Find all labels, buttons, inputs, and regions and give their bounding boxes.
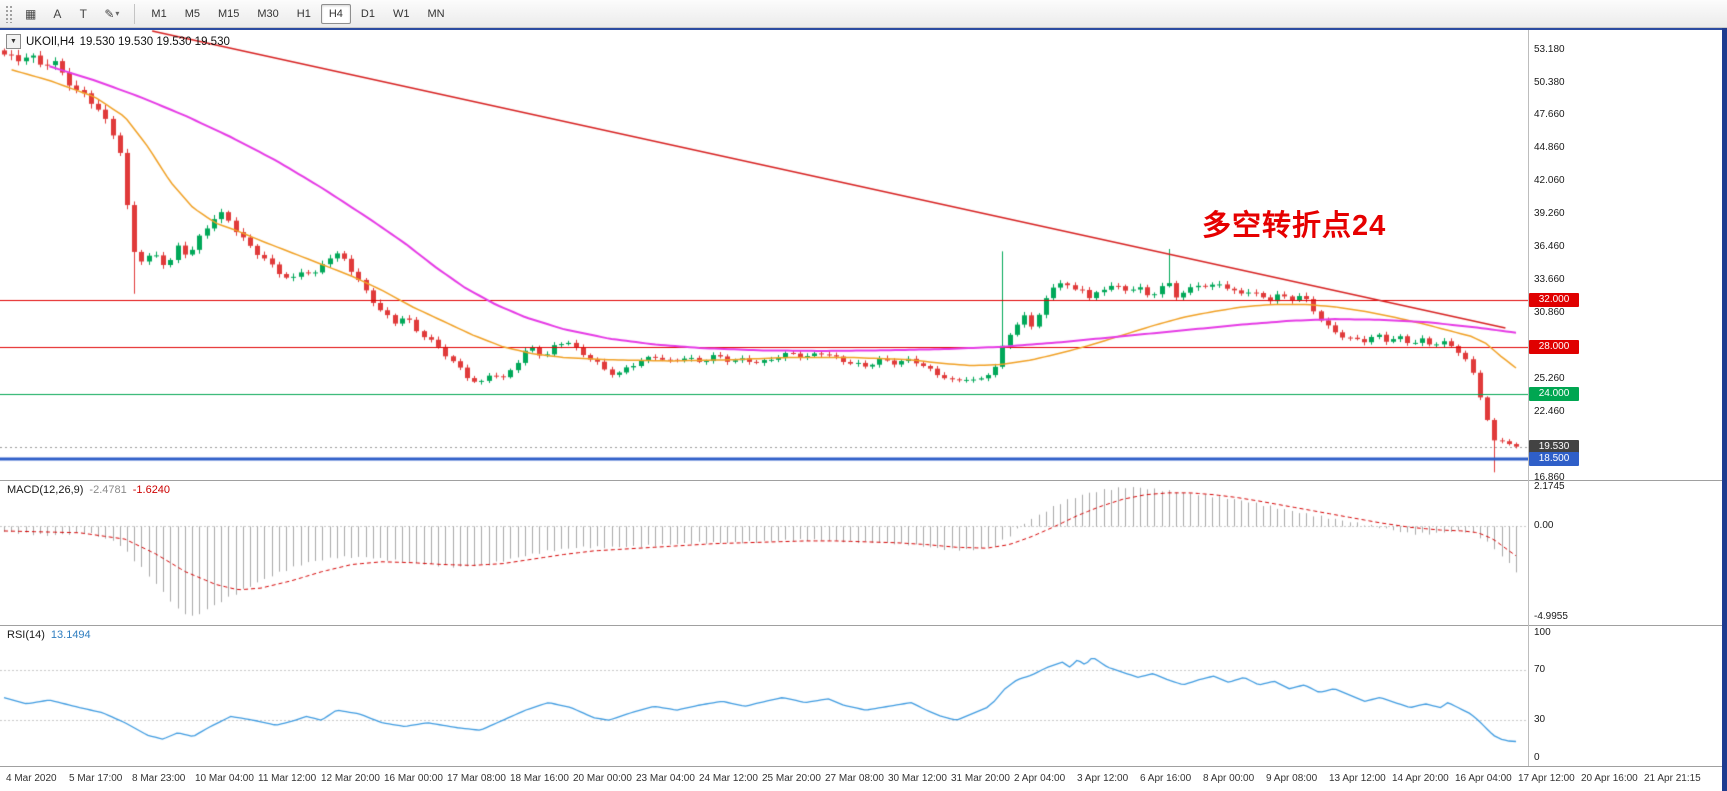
time-axis-label: 16 Apr 04:00: [1455, 773, 1512, 784]
rsi-axis-label: 0: [1534, 752, 1540, 763]
toolbar-separator: [134, 3, 136, 24]
time-axis-label: 18 Mar 16:00: [510, 773, 569, 784]
text-label-icon: A: [53, 6, 62, 21]
price-level-badge: 24.000: [1529, 387, 1579, 401]
time-axis-label: 17 Mar 08:00: [447, 773, 506, 784]
time-axis-label: 14 Apr 20:00: [1392, 773, 1449, 784]
timeframe-h4-button[interactable]: H4: [320, 3, 351, 24]
text-box-button[interactable]: T: [71, 3, 95, 25]
rsi-panel[interactable]: RSI(14) 13.1494 100 70 30 0: [0, 625, 1722, 766]
chevron-down-icon: ▾: [115, 9, 120, 18]
main-chart-canvas[interactable]: [0, 30, 1528, 480]
macd-axis-label: 2.1745: [1534, 481, 1565, 492]
macd-label: MACD(12,26,9) -2.4781 -1.6240: [7, 484, 171, 496]
price-level-badge: 18.500: [1529, 452, 1579, 466]
timeframe-m15-button[interactable]: M15: [210, 4, 247, 24]
time-axis-label: 8 Apr 00:00: [1203, 773, 1255, 784]
toolbar: ▦ A T ✎ ▾ M1 M5 M15 M30 H1 H4 D1 W1 MN: [0, 0, 1727, 28]
time-axis-label: 16 Mar 00:00: [384, 773, 443, 784]
timeframe-group: M1 M5 M15 M30 H1 H4 D1 W1 MN: [142, 3, 453, 24]
tick-chart-button[interactable]: ▦: [18, 3, 43, 25]
timeframe-m5-button[interactable]: M5: [177, 4, 208, 24]
macd-main-value: -2.4781: [89, 484, 127, 496]
text-label-button[interactable]: A: [45, 3, 69, 25]
price-tick-label: 53.180: [1534, 44, 1565, 55]
price-tick-label: 36.460: [1534, 241, 1565, 252]
time-axis-label: 31 Mar 20:00: [951, 773, 1010, 784]
time-axis-label: 4 Mar 2020: [6, 773, 57, 784]
text-box-icon: T: [79, 6, 88, 21]
time-axis-label: 13 Apr 12:00: [1329, 773, 1386, 784]
time-axis-label: 20 Apr 16:00: [1581, 773, 1638, 784]
macd-axis-label: -4.9955: [1534, 611, 1568, 622]
price-tick-label: 50.380: [1534, 77, 1565, 88]
macd-canvas[interactable]: [0, 481, 1528, 625]
time-axis-label: 5 Mar 17:00: [69, 773, 123, 784]
time-axis-label: 25 Mar 20:00: [762, 773, 821, 784]
time-axis-label: 8 Mar 23:00: [132, 773, 186, 784]
time-axis-label: 6 Apr 16:00: [1140, 773, 1192, 784]
tick-chart-icon: ▦: [25, 6, 37, 21]
time-axis-label: 12 Mar 20:00: [321, 773, 380, 784]
timeframe-mn-button[interactable]: MN: [419, 4, 452, 24]
time-axis-label: 17 Apr 12:00: [1518, 773, 1575, 784]
price-tick-label: 30.860: [1534, 307, 1565, 318]
time-axis-label: 23 Mar 04:00: [636, 773, 695, 784]
scale-separator: [1528, 30, 1529, 766]
price-tick-label: 25.260: [1534, 373, 1565, 384]
timeframe-w1-button[interactable]: W1: [385, 4, 418, 24]
rsi-value: 13.1494: [50, 629, 91, 641]
price-level-badge: 32.000: [1529, 293, 1579, 307]
rsi-axis-label: 30: [1534, 714, 1546, 725]
rsi-axis-label: 70: [1534, 664, 1546, 675]
ohlc-values: 19.530 19.530 19.530 19.530: [79, 35, 230, 48]
symbol-dropdown-icon[interactable]: ▼: [6, 34, 21, 49]
price-tick-label: 33.660: [1534, 274, 1565, 285]
rsi-canvas[interactable]: [0, 626, 1528, 766]
price-tick-label: 42.060: [1534, 175, 1565, 186]
toolbar-grip[interactable]: [5, 4, 12, 23]
macd-panel[interactable]: MACD(12,26,9) -2.4781 -1.6240 2.1745 0.00 -4…: [0, 480, 1722, 625]
chart-annotation-text: 多空转折点24: [1202, 210, 1387, 242]
time-axis-label: 11 Mar 12:00: [258, 773, 317, 784]
chart-title: ▼ UKOIl,H4 19.530 19.530 19.530 19.530: [6, 34, 230, 49]
time-axis-label: 2 Apr 04:00: [1014, 773, 1066, 784]
price-level-badge: 28.000: [1529, 340, 1579, 354]
rsi-axis-label: 100: [1534, 627, 1551, 638]
time-axis-label: 20 Mar 00:00: [573, 773, 632, 784]
time-axis-label: 3 Apr 12:00: [1077, 773, 1129, 784]
price-tick-label: 39.260: [1534, 208, 1565, 219]
time-axis-label: 10 Mar 04:00: [195, 773, 254, 784]
price-tick-label: 47.660: [1534, 109, 1565, 120]
draw-objects-icon: ✎: [104, 6, 115, 21]
time-axis-label: 27 Mar 08:00: [825, 773, 884, 784]
window-border-top: [0, 28, 1727, 30]
time-axis[interactable]: 4 Mar 2020 5 Mar 17:00 8 Mar 23:00 10 Mar 0…: [0, 766, 1722, 791]
time-axis-label: 9 Apr 08:00: [1266, 773, 1318, 784]
macd-signal-value: -1.6240: [132, 484, 171, 496]
timeframe-d1-button[interactable]: D1: [353, 4, 383, 24]
price-tick-label: 16.860: [1534, 472, 1565, 483]
time-axis-label: 21 Apr 21:15: [1644, 773, 1701, 784]
symbol-label: UKOIl,H4: [26, 35, 75, 48]
rsi-label: RSI(14) 13.1494: [7, 629, 91, 641]
price-tick-label: 22.460: [1534, 406, 1565, 417]
price-level-badge: 19.530: [1529, 440, 1579, 454]
timeframe-m30-button[interactable]: M30: [249, 4, 286, 24]
draw-objects-button[interactable]: ✎ ▾: [97, 3, 126, 25]
main-chart-panel[interactable]: ▼ UKOIl,H4 19.530 19.530 19.530 19.530 多…: [0, 30, 1722, 483]
macd-axis-label: 0.00: [1534, 520, 1554, 531]
timeframe-m1-button[interactable]: M1: [143, 4, 174, 24]
tool-group: ▦ A T ✎ ▾: [17, 3, 127, 25]
timeframe-h1-button[interactable]: H1: [289, 4, 319, 24]
price-tick-label: 44.860: [1534, 142, 1565, 153]
time-axis-label: 30 Mar 12:00: [888, 773, 947, 784]
window-border-right: [1722, 28, 1727, 791]
time-axis-label: 24 Mar 12:00: [699, 773, 758, 784]
